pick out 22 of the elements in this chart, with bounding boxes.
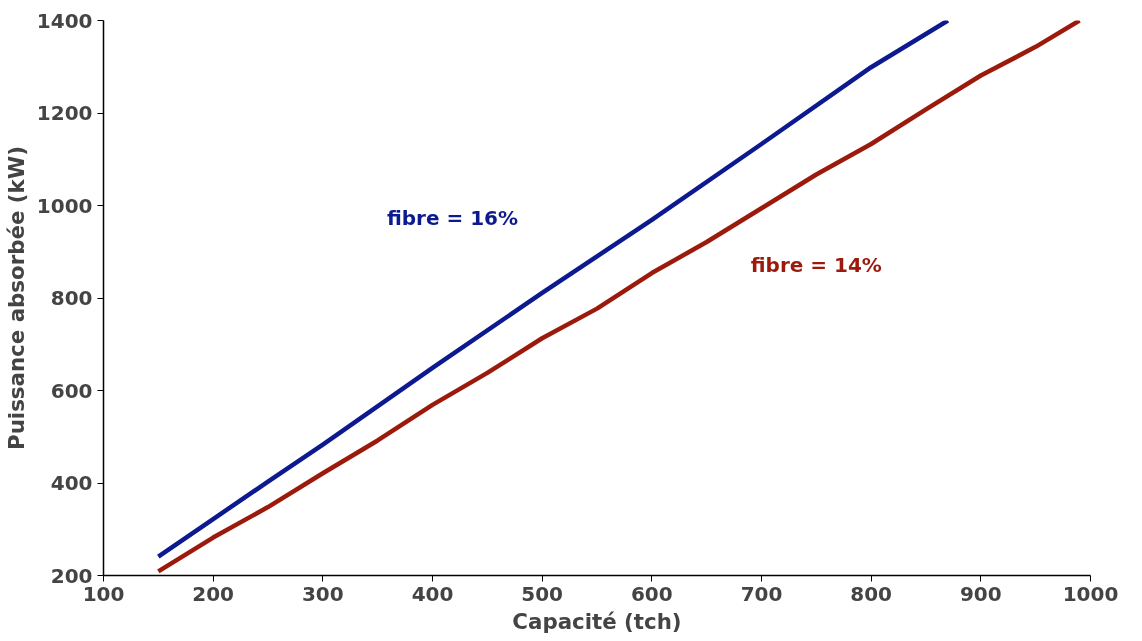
- x-tick-label: 900: [959, 581, 1002, 606]
- x-tick-label: 600: [630, 581, 673, 606]
- series-label: fibre = 14%: [750, 252, 882, 277]
- x-tick-label: 200: [192, 581, 235, 606]
- y-tick-label: 1400: [36, 8, 93, 33]
- x-tick-label: 500: [521, 581, 564, 606]
- y-tick-label: 1200: [36, 101, 93, 125]
- x-tick-label: 1000: [1062, 581, 1119, 606]
- y-axis-title: Puissance absorbée (kW): [3, 146, 29, 450]
- x-tick-label: 400: [411, 581, 454, 606]
- y-tick-label: 400: [50, 471, 93, 495]
- line-series: [156, 20, 951, 559]
- y-tick-label: 600: [50, 378, 93, 403]
- y-tick-label: 800: [50, 286, 93, 310]
- x-tick-label: 700: [740, 581, 783, 606]
- y-tick-label: 200: [50, 563, 93, 588]
- y-tick-label: 1000: [36, 193, 93, 218]
- text: fibre = 16%: [386, 205, 519, 230]
- x-axis-title: Capacité (tch): [512, 608, 682, 634]
- x-tick-label: 300: [301, 581, 344, 606]
- line-series: [156, 20, 1082, 574]
- x-tick-label: 800: [850, 581, 893, 606]
